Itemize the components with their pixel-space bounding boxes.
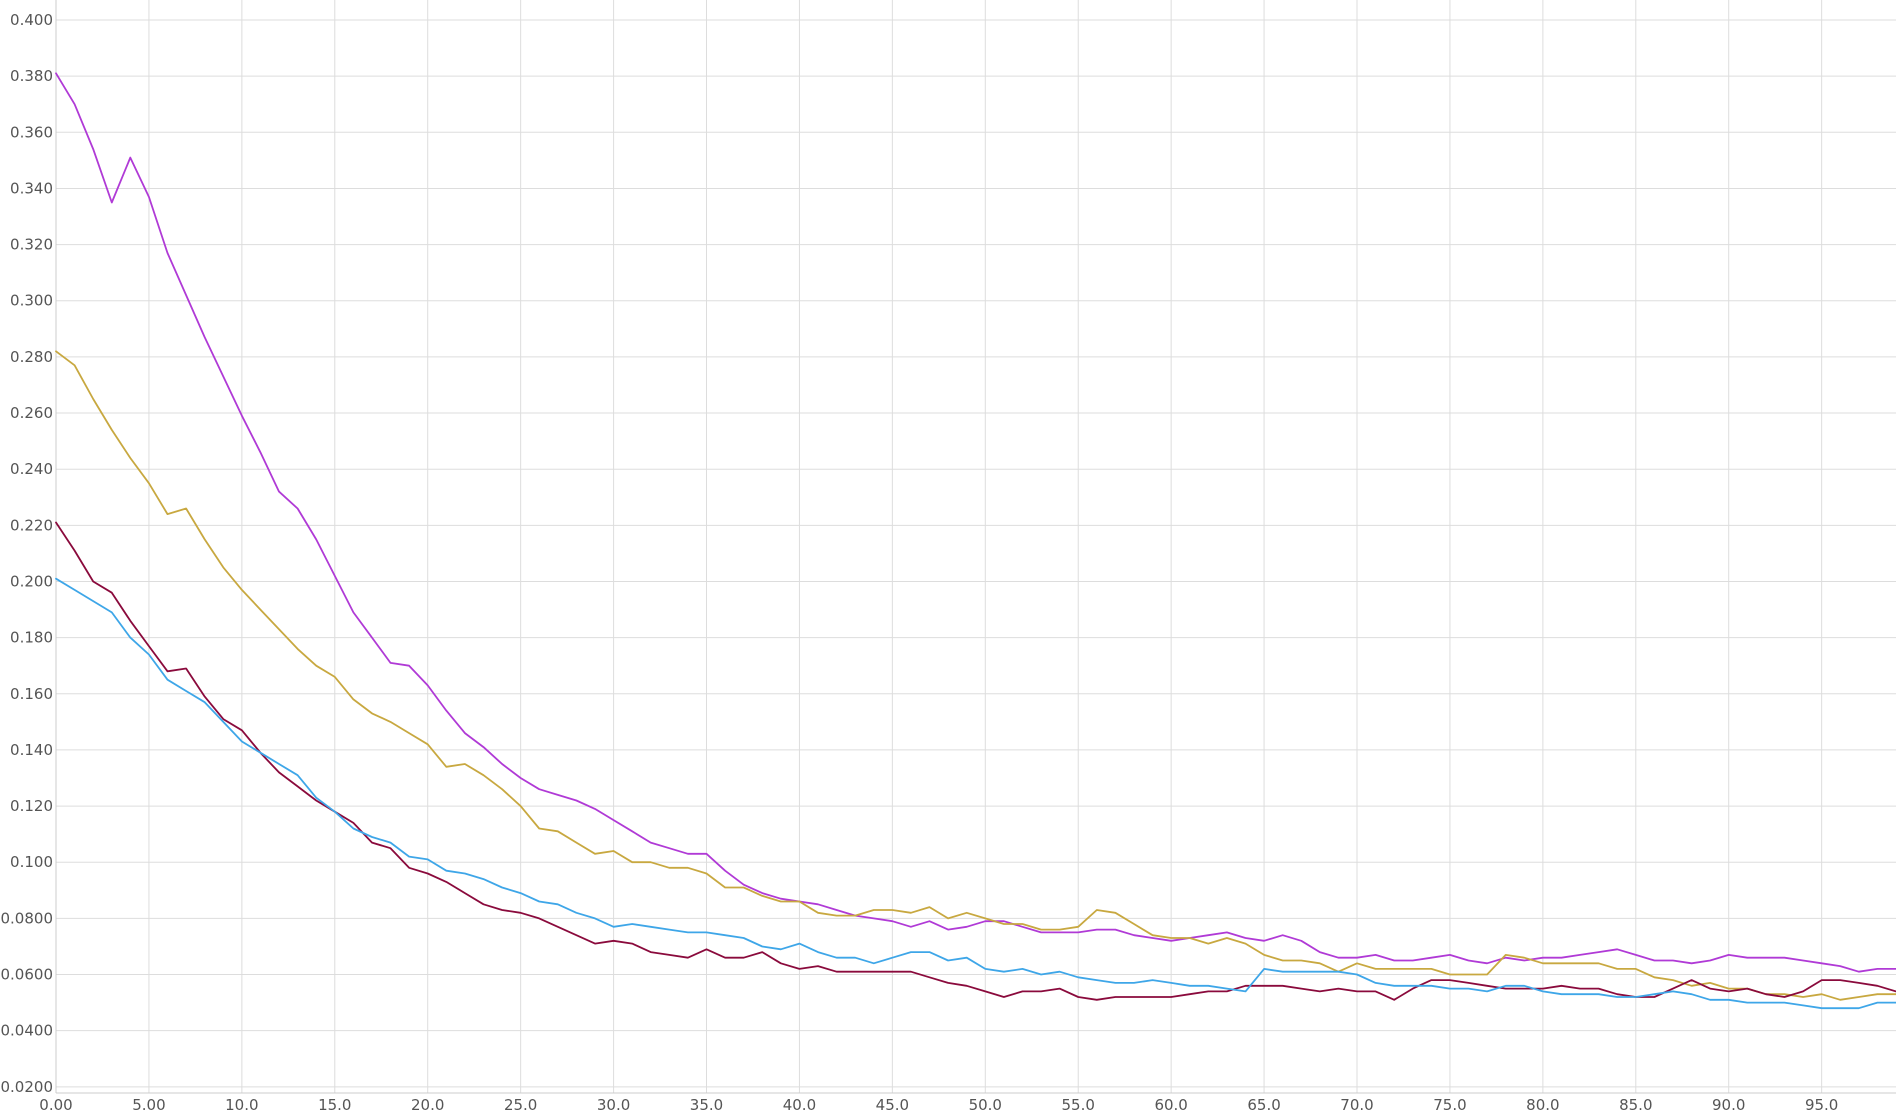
y-tick-label: 0.0200	[1, 1078, 54, 1096]
y-tick-label: 0.260	[10, 404, 53, 422]
y-tick-label: 0.0800	[1, 909, 54, 927]
y-tick-label: 0.340	[10, 179, 53, 197]
x-tick-label: 45.0	[876, 1096, 909, 1114]
y-tick-label: 0.400	[10, 11, 53, 29]
axis-layer	[55, 0, 1896, 1094]
y-tick-label: 0.200	[10, 572, 53, 590]
series-line-3	[55, 521, 1896, 1001]
x-tick-label: 80.0	[1526, 1096, 1559, 1114]
y-tick-label: 0.360	[10, 123, 53, 141]
x-tick-label: 30.0	[597, 1096, 630, 1114]
x-tick-label: 75.0	[1433, 1096, 1466, 1114]
series-line-4	[55, 577, 1896, 1010]
y-tick-label: 0.320	[10, 236, 53, 254]
y-tick-label: 0.0600	[1, 966, 54, 984]
x-tick-label: 90.0	[1712, 1096, 1745, 1114]
y-tick-label: 0.100	[10, 853, 53, 871]
x-tick-label: 60.0	[1154, 1096, 1187, 1114]
x-tick-label: 70.0	[1340, 1096, 1373, 1114]
series-line-2	[55, 350, 1896, 1001]
y-tick-label: 0.300	[10, 292, 53, 310]
x-tick-label: 85.0	[1619, 1096, 1652, 1114]
x-tick-label: 35.0	[690, 1096, 723, 1114]
x-tick-label: 0.00	[39, 1096, 72, 1114]
y-tick-label: 0.120	[10, 797, 53, 815]
x-tick-label: 25.0	[504, 1096, 537, 1114]
x-tick-label: 15.0	[318, 1096, 351, 1114]
x-tick-label: 10.0	[225, 1096, 258, 1114]
x-tick-label: 65.0	[1247, 1096, 1280, 1114]
x-tick-label: 40.0	[783, 1096, 816, 1114]
y-tick-label: 0.160	[10, 685, 53, 703]
x-tick-label: 50.0	[969, 1096, 1002, 1114]
grid-layer	[55, 0, 1896, 1093]
x-tick-label: 5.00	[132, 1096, 165, 1114]
x-tick-label: 95.0	[1805, 1096, 1838, 1114]
series-layer	[55, 72, 1896, 1010]
y-tick-label: 0.140	[10, 741, 53, 759]
y-tick-label: 0.280	[10, 348, 53, 366]
tick-labels: 0.0200 0.0400 0.0600 0.0800 0.100 0.120 0.140 0…	[1, 11, 1839, 1114]
y-tick-label: 0.220	[10, 516, 53, 534]
x-tick-label: 20.0	[411, 1096, 444, 1114]
x-tick-label: 55.0	[1062, 1096, 1095, 1114]
y-tick-label: 0.380	[10, 67, 53, 85]
y-tick-label: 0.180	[10, 629, 53, 647]
y-tick-label: 0.240	[10, 460, 53, 478]
series-line-1	[55, 72, 1896, 973]
y-tick-label: 0.0400	[1, 1022, 54, 1040]
